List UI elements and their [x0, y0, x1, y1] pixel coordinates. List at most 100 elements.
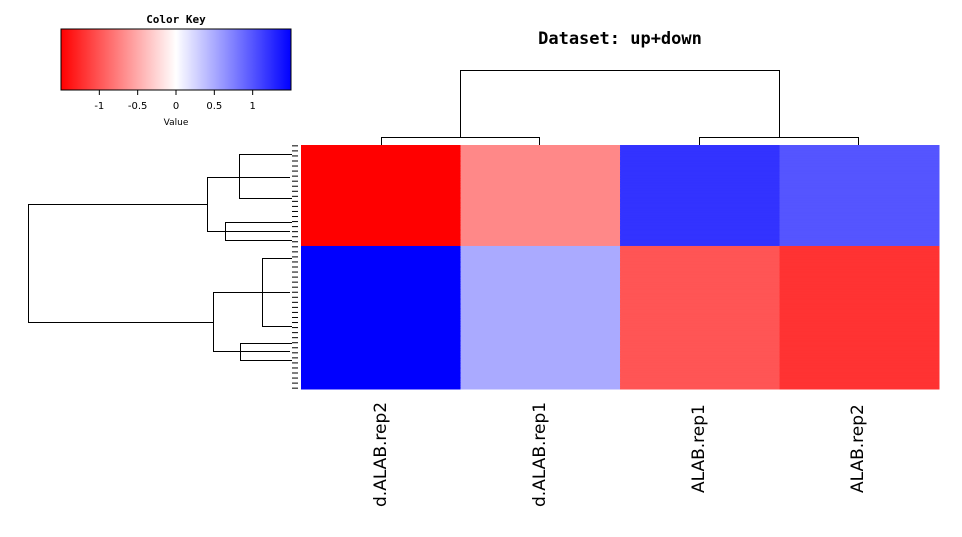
- heatmap-cell: [620, 252, 780, 255]
- heatmap-cell: [779, 205, 940, 208]
- heatmap-cell: [779, 165, 940, 168]
- heatmap-cell: [779, 213, 940, 217]
- heatmap-cell: [301, 326, 461, 329]
- heatmap-cell: [301, 360, 461, 363]
- heatmap-cell: [301, 282, 461, 286]
- heatmap-cell: [620, 382, 780, 385]
- heatmap-cell: [301, 330, 461, 333]
- row-dendrogram-lower-node: [213, 292, 290, 352]
- heatmap-cell: [779, 267, 940, 271]
- heatmap-cell: [620, 183, 780, 186]
- heatmap-cell: [779, 274, 940, 277]
- heatmap-cell: [620, 314, 780, 318]
- heatmap-cell: [779, 168, 940, 171]
- heatmap-cell: [620, 380, 780, 383]
- heatmap-cell: [620, 220, 780, 223]
- heatmap-cell: [460, 202, 621, 205]
- heatmap-cell: [301, 345, 461, 348]
- heatmap-cell: [779, 365, 940, 368]
- heatmap-cell: [301, 267, 461, 271]
- heatmap-cell: [620, 298, 780, 301]
- heatmap-cell: [301, 378, 461, 382]
- heatmap-cell: [460, 187, 621, 190]
- heatmap-cell: [460, 192, 621, 195]
- heatmap-cell: [301, 331, 461, 334]
- heatmap-cell: [620, 165, 780, 168]
- heatmap-cell: [779, 377, 940, 380]
- heatmap-cell: [301, 203, 461, 207]
- heatmap-cell: [779, 281, 940, 284]
- heatmap-cell: [301, 340, 461, 343]
- heatmap-cell: [620, 331, 780, 334]
- heatmap-cell: [620, 227, 780, 230]
- heatmap-cell: [301, 377, 461, 380]
- heatmap-cell: [620, 360, 780, 363]
- heatmap-cell: [620, 176, 780, 180]
- heatmap-cell: [620, 219, 780, 222]
- heatmap-cell: [779, 321, 940, 324]
- color-key-xlabel: Value: [164, 118, 189, 128]
- heatmap-cell: [301, 294, 461, 297]
- heatmap-cell: [460, 370, 621, 373]
- heatmap-cell: [620, 370, 780, 373]
- heatmap-cell: [620, 281, 780, 284]
- heatmap-cell: [460, 240, 621, 244]
- heatmap-cell: [620, 357, 780, 360]
- heatmap-cell: [779, 383, 940, 387]
- heatmap-cell: [779, 316, 940, 319]
- heatmap-cell: [460, 168, 621, 171]
- heatmap-cell: [779, 341, 940, 345]
- color-key-tick-label: -0.5: [128, 101, 148, 112]
- heatmap-cell: [779, 313, 940, 316]
- heatmap-cell: [620, 274, 780, 277]
- heatmap-cell: [460, 363, 621, 366]
- heatmap-cell: [460, 382, 621, 385]
- heatmap-cell: [779, 382, 940, 385]
- heatmap-cell: [620, 330, 780, 333]
- heatmap-cell: [460, 235, 621, 239]
- heatmap-cell: [460, 247, 621, 250]
- heatmap-cell: [460, 368, 621, 371]
- heatmap-cell: [460, 244, 621, 247]
- heatmap-cell: [620, 313, 780, 316]
- heatmap-cell: [620, 276, 780, 279]
- heatmap-cell: [620, 282, 780, 286]
- heatmap-cell: [620, 254, 780, 257]
- heatmap-cell: [620, 224, 780, 227]
- heatmap-cell: [779, 244, 940, 247]
- heatmap-cell: [620, 235, 780, 239]
- heatmap-cell: [460, 155, 621, 158]
- heatmap-cell: [779, 235, 940, 239]
- heatmap-cell: [779, 363, 940, 366]
- heatmap-cell: [301, 279, 461, 282]
- heatmap-cell: [620, 213, 780, 217]
- heatmap-cell: [301, 193, 461, 196]
- heatmap-cell: [301, 225, 461, 228]
- column-labels: d.ALAB.rep2 d.ALAB.rep1 ALAB.rep1 ALAB.r…: [371, 402, 868, 507]
- heatmap-cell: [779, 195, 940, 198]
- heatmap-cell: [779, 358, 940, 361]
- heatmap-cell: [460, 230, 621, 233]
- heatmap-cell: [779, 166, 940, 170]
- heatmap-cell: [301, 161, 461, 165]
- heatmap-cell: [779, 257, 940, 260]
- heatmap-cell: [460, 303, 621, 306]
- color-key-gradient: [60, 28, 292, 91]
- heatmap-cell: [779, 325, 940, 328]
- heatmap-cell: [620, 304, 780, 308]
- heatmap-cell: [779, 272, 940, 276]
- heatmap-cell: [460, 282, 621, 286]
- heatmap-cell: [460, 291, 621, 294]
- heatmap-cell: [301, 180, 461, 183]
- heatmap-cell: [779, 269, 940, 272]
- heatmap-cell: [779, 279, 940, 282]
- heatmap-cell: [779, 271, 940, 274]
- heatmap-cell: [460, 358, 621, 361]
- heatmap-cell: [620, 173, 780, 176]
- heatmap-cell: [620, 328, 780, 331]
- heatmap-cell: [301, 301, 461, 304]
- heatmap-cell: [620, 198, 780, 202]
- heatmap-cell: [779, 378, 940, 382]
- heatmap-cell: [779, 192, 940, 195]
- heatmap-cell: [779, 348, 940, 351]
